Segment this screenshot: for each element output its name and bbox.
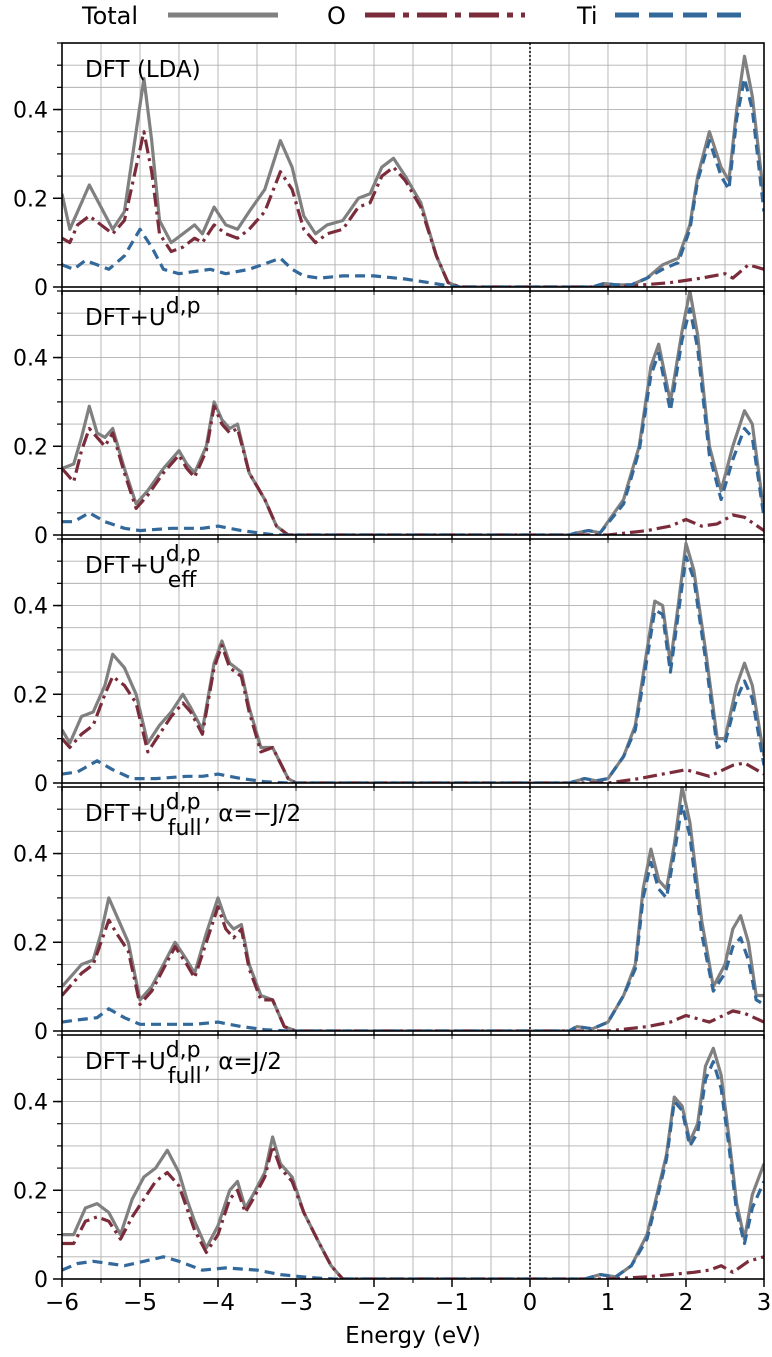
panel-title-subscript: eff: [168, 568, 198, 593]
panel-2: 0 0.2 0.4 DFT+Ud,p: [13, 290, 765, 549]
x-tick-label: 0: [523, 1290, 538, 1316]
x-tick-label: −1: [435, 1290, 469, 1316]
panel-title-superscript: d,p: [166, 790, 201, 815]
panel-title-main: DFT (LDA): [85, 57, 201, 83]
series-line-o: [62, 643, 764, 783]
panel-title-main: DFT+U: [85, 1049, 166, 1075]
panel-title-superscript: d,p: [166, 1038, 201, 1063]
legend-label-o: O: [327, 2, 346, 30]
y-tick-label: 0.4: [13, 99, 48, 124]
y-tick-label: 0: [34, 1268, 48, 1293]
panel-title-main: DFT+U: [85, 305, 166, 331]
panel-title-subscript: full: [168, 816, 202, 841]
y-tick-label: 0.2: [13, 187, 48, 212]
panel-title-main: DFT+U: [85, 801, 166, 827]
grid: [61, 42, 765, 287]
y-tick-label: 0.2: [13, 931, 48, 956]
x-tick-label: 1: [601, 1290, 616, 1316]
x-tick-label: −6: [45, 1290, 79, 1316]
y-tick-label: 0.4: [13, 347, 48, 372]
panel-title: DFT+Ud,p: [85, 542, 201, 579]
y-tick-label: 0.4: [13, 843, 48, 868]
series-line-ti: [62, 555, 764, 783]
y-tick-label: 0.2: [13, 683, 48, 708]
series-line-o: [62, 130, 764, 287]
y-tick-label: 0: [34, 524, 48, 549]
series-group: [62, 54, 764, 287]
y-tick-label: 0: [34, 1020, 48, 1045]
panel-title-suffix: , α=J/2: [204, 1049, 282, 1075]
panel-1: 0 0.2 0.4 DFT (LDA): [13, 42, 765, 301]
legend-label-total: Total: [81, 2, 138, 30]
x-tick-label: 2: [679, 1290, 694, 1316]
x-axis-label: Energy (eV): [345, 1323, 481, 1349]
panel-title: DFT+Ud,p: [85, 1038, 201, 1075]
y-tick-label: 0.4: [13, 1091, 48, 1116]
legend-entry-ti: Ti: [576, 2, 750, 30]
series-line-o: [62, 905, 764, 1031]
y-tick-label: 0.4: [13, 595, 48, 620]
panel-title-superscript: d,p: [166, 542, 201, 567]
legend-entry-o: O: [327, 2, 525, 30]
x-tick-label: −4: [201, 1290, 235, 1316]
y-tick-label: 0.2: [13, 435, 48, 460]
series-line-o: [62, 404, 764, 535]
panel-title-main: DFT+U: [85, 553, 166, 579]
panel-title-superscript: d,p: [166, 294, 201, 319]
y-tick-label: 0: [34, 276, 48, 301]
legend-label-ti: Ti: [576, 2, 598, 30]
panel-title: DFT+Ud,p: [85, 294, 201, 331]
panel-title-suffix: , α=−J/2: [204, 801, 302, 827]
series-line-ti: [62, 76, 764, 287]
series-line-total: [62, 541, 764, 783]
series-line-total: [62, 54, 764, 287]
x-tick-label: −5: [123, 1290, 157, 1316]
x-tick-label: −2: [357, 1290, 391, 1316]
y-tick-label: 0.2: [13, 1179, 48, 1204]
series-group: [62, 787, 764, 1031]
series-group: [62, 1046, 764, 1279]
series-group: [62, 291, 764, 535]
series-line-ti: [62, 803, 764, 1031]
y-tick-label: 0: [34, 772, 48, 797]
grid: [61, 290, 765, 535]
grid: [61, 786, 765, 1031]
series-line-ti: [62, 1060, 764, 1279]
series-line-ti: [62, 307, 764, 535]
x-tick-label: 3: [757, 1290, 772, 1316]
panel-title: DFT (LDA): [85, 57, 201, 83]
series-line-o: [62, 1144, 764, 1279]
x-tick-label: −3: [279, 1290, 313, 1316]
series-group: [62, 541, 764, 783]
legend: Total O Ti: [81, 2, 750, 30]
panel-title: DFT+Ud,p: [85, 790, 201, 827]
legend-entry-total: Total: [81, 2, 278, 30]
panel-title-subscript: full: [168, 1064, 202, 1089]
